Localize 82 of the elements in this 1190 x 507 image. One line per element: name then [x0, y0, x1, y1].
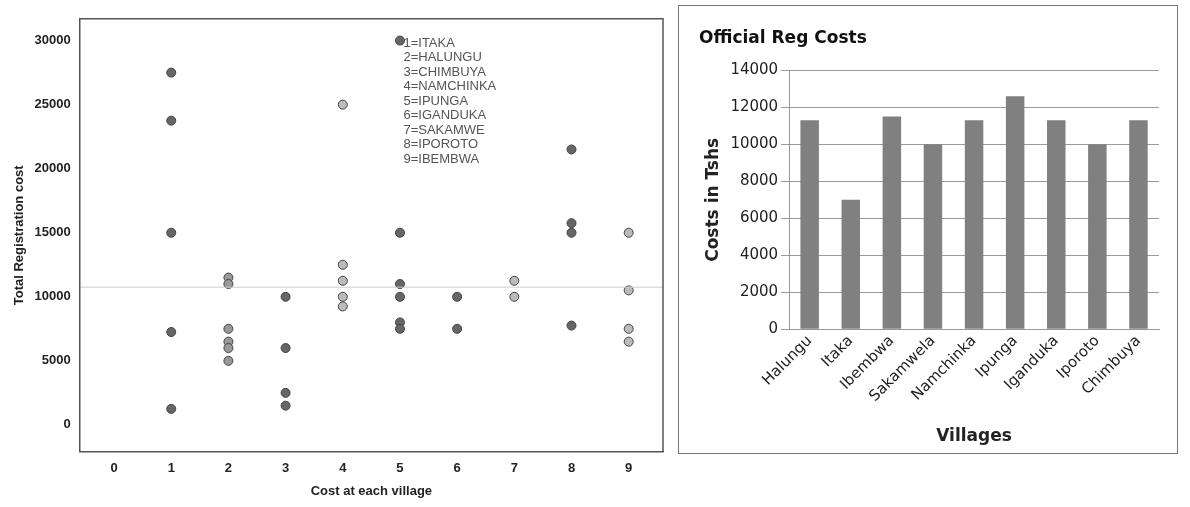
y-tick-label: 0	[768, 319, 779, 338]
annotation: 4=NAMCHINKA	[403, 78, 497, 94]
x-axis-title: Villages	[936, 425, 1012, 446]
y-tick-label: 2000	[739, 282, 779, 301]
point	[509, 291, 520, 302]
point	[337, 275, 348, 286]
chart-title: Official Reg Costs	[699, 26, 867, 47]
x-tick-label: 8	[567, 460, 576, 476]
y-tick-label: 12000	[730, 97, 779, 116]
annotation: 7=SAKAMWE	[403, 121, 486, 137]
y-tick-label: 30000	[34, 32, 71, 48]
point	[280, 343, 291, 354]
x-tick-label: 7	[510, 460, 518, 476]
point	[223, 278, 234, 289]
bar	[1129, 120, 1148, 329]
annotation: 2=HALUNGU	[403, 49, 482, 65]
point	[623, 323, 634, 334]
point	[280, 291, 291, 302]
point	[566, 320, 577, 331]
point	[394, 227, 405, 238]
y-tick-label: 6000	[739, 208, 779, 227]
x-tick-label: 2	[224, 460, 233, 476]
y-tick-label: 4000	[739, 245, 779, 264]
point	[166, 67, 177, 78]
annotation: 1=ITAKA	[403, 34, 456, 50]
bar	[882, 116, 902, 329]
y-axis-title: Costs in Tshs	[701, 137, 722, 262]
point	[223, 343, 234, 354]
point	[394, 278, 405, 289]
annotation: 6=IGANDUKA	[403, 107, 487, 123]
point	[166, 327, 177, 338]
point	[394, 323, 405, 334]
x-tick-label: 1	[167, 460, 175, 476]
point	[337, 301, 348, 312]
point	[566, 218, 577, 229]
y-tick-label: 5000	[41, 352, 71, 368]
point	[166, 227, 177, 238]
x-tick-label: 9	[625, 460, 633, 476]
bar	[923, 144, 943, 329]
point	[394, 35, 405, 46]
bar	[1047, 120, 1066, 329]
x-tick-label: 0	[110, 460, 118, 476]
point	[566, 144, 577, 155]
y-tick-label: 8000	[739, 171, 779, 190]
y-tick-label: 0	[63, 416, 71, 432]
y-tick-label: 10000	[34, 288, 71, 304]
point	[452, 291, 463, 302]
bar	[1088, 144, 1107, 329]
point	[166, 403, 177, 414]
x-axis-title: Cost at each village	[310, 482, 433, 498]
y-tick-label: 10000	[730, 134, 779, 153]
annotation: 9=IBEMBWA	[403, 150, 480, 166]
bar	[800, 120, 819, 329]
point	[166, 115, 177, 126]
point	[337, 99, 348, 110]
y-tick-label: 25000	[34, 96, 71, 112]
y-axis-title: Total Registration cost	[11, 164, 27, 306]
point	[337, 259, 348, 270]
point	[337, 291, 348, 302]
bar	[841, 199, 861, 329]
point	[280, 387, 291, 398]
y-tick-label: 20000	[34, 160, 71, 176]
point	[623, 227, 634, 238]
point	[452, 323, 463, 334]
point	[280, 400, 291, 411]
point	[394, 291, 405, 302]
x-tick-label: 3	[281, 460, 290, 476]
x-tick-label: 5	[396, 460, 404, 476]
bar	[1005, 96, 1025, 329]
x-tick-label: 6	[453, 460, 461, 476]
bar	[964, 120, 984, 329]
y-tick-label: 15000	[34, 224, 71, 240]
point	[223, 355, 234, 366]
x-tick-label: 4	[339, 460, 348, 476]
annotation: 8=IPOROTO	[403, 136, 478, 152]
point	[509, 275, 520, 286]
point	[566, 227, 577, 238]
annotation: 5=IPUNGA	[403, 92, 469, 108]
point	[223, 323, 234, 334]
point	[623, 336, 634, 347]
y-tick-label: 14000	[730, 60, 779, 79]
annotation: 3=CHIMBUYA	[403, 63, 487, 79]
